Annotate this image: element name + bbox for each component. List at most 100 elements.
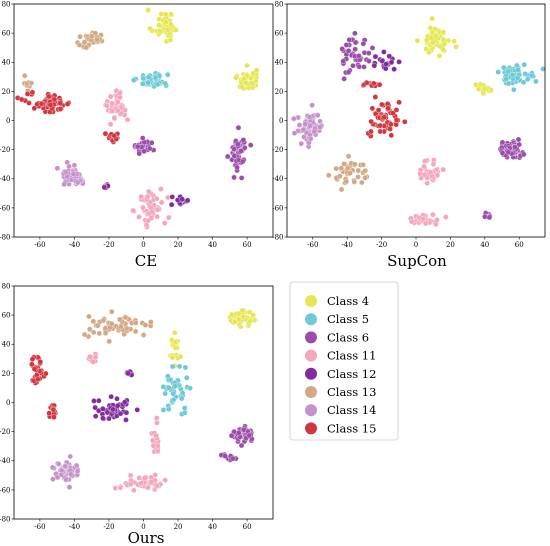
point-class-4 xyxy=(172,345,179,351)
y-tick-label: 80 xyxy=(2,0,11,8)
point-class-14 xyxy=(68,471,74,478)
y-tick-label: 60 xyxy=(275,30,284,38)
point-class-5 xyxy=(160,407,167,413)
point-class-14 xyxy=(73,462,80,469)
point-class-13 xyxy=(345,153,352,160)
point-class-14 xyxy=(296,122,303,128)
y-tick-label: -60 xyxy=(272,204,283,212)
point-class-14 xyxy=(306,114,313,120)
point-class-15 xyxy=(57,100,64,107)
point-class-5 xyxy=(514,75,521,81)
point-class-15 xyxy=(369,105,376,112)
point-class-6 xyxy=(238,175,245,181)
point-class-5 xyxy=(524,76,531,83)
y-tick-label: 40 xyxy=(2,59,11,67)
point-class-11 xyxy=(131,487,137,494)
point-class-13 xyxy=(148,319,154,325)
point-class-11 xyxy=(115,99,121,105)
point-class-11 xyxy=(118,104,125,111)
point-class-4 xyxy=(147,25,153,32)
point-class-14 xyxy=(61,181,67,188)
point-class-14 xyxy=(54,474,61,481)
scatter-points xyxy=(29,307,258,494)
point-class-14 xyxy=(63,476,69,483)
point-class-6 xyxy=(350,62,356,69)
point-class-15 xyxy=(381,114,388,120)
point-class-5 xyxy=(528,72,535,79)
point-class-6 xyxy=(369,45,376,51)
point-class-5 xyxy=(162,390,168,397)
point-class-4 xyxy=(233,74,239,81)
point-class-4 xyxy=(488,87,494,93)
point-class-11 xyxy=(138,193,145,200)
point-class-6 xyxy=(235,430,242,436)
point-class-4 xyxy=(171,330,178,336)
point-class-12 xyxy=(92,413,99,419)
point-class-15 xyxy=(31,366,38,372)
point-class-14 xyxy=(298,140,305,147)
point-class-13 xyxy=(95,322,101,329)
point-class-15 xyxy=(375,107,382,113)
point-class-5 xyxy=(170,397,177,403)
point-class-4 xyxy=(145,7,151,14)
legend-marker xyxy=(305,386,317,398)
point-class-15 xyxy=(50,406,57,413)
point-class-4 xyxy=(414,37,421,44)
x-tick-label: -40 xyxy=(69,523,80,531)
point-class-5 xyxy=(515,67,521,73)
point-class-12 xyxy=(372,53,379,60)
point-class-11 xyxy=(107,121,114,127)
y-tick-label: -60 xyxy=(0,486,11,494)
x-tick-label: 0 xyxy=(141,523,145,531)
point-class-5 xyxy=(169,363,176,370)
point-class-4 xyxy=(231,319,238,325)
point-class-4 xyxy=(475,86,482,92)
point-class-12 xyxy=(100,415,106,421)
point-class-11 xyxy=(422,220,429,227)
point-class-11 xyxy=(146,188,152,195)
point-class-13 xyxy=(352,161,358,168)
point-class-12 xyxy=(91,398,97,404)
point-class-11 xyxy=(107,93,114,100)
point-class-15 xyxy=(393,107,400,113)
point-class-11 xyxy=(154,482,160,489)
x-tick-label: 20 xyxy=(174,241,183,249)
point-class-5 xyxy=(179,390,186,396)
point-class-5 xyxy=(160,384,167,390)
point-class-11 xyxy=(117,484,124,491)
legend: Class 4 Class 5 Class 6 Class 11 Class 12 Cla… xyxy=(289,281,399,441)
point-class-11 xyxy=(153,415,160,421)
point-class-11 xyxy=(427,169,434,176)
point-class-4 xyxy=(428,35,435,42)
point-class-6 xyxy=(224,153,231,160)
point-class-11 xyxy=(430,161,437,167)
point-class-14 xyxy=(309,102,315,108)
y-tick-label: 80 xyxy=(275,0,284,8)
point-class-4 xyxy=(168,11,174,18)
point-class-5 xyxy=(145,79,151,86)
point-class-6 xyxy=(512,144,518,150)
point-class-12 xyxy=(386,53,393,59)
point-class-15 xyxy=(372,94,379,100)
point-class-11 xyxy=(92,354,99,360)
y-tick-label: 0 xyxy=(6,117,10,125)
point-class-11 xyxy=(109,100,115,107)
point-class-11 xyxy=(422,158,429,164)
point-class-13 xyxy=(86,313,92,320)
point-class-15 xyxy=(37,359,44,365)
point-class-5 xyxy=(165,406,172,412)
point-class-5 xyxy=(511,86,517,93)
x-tick-label: 40 xyxy=(208,523,217,531)
point-class-5 xyxy=(505,68,512,75)
point-class-12 xyxy=(179,196,185,202)
point-class-11 xyxy=(158,199,165,206)
point-class-15 xyxy=(57,106,64,112)
point-class-13 xyxy=(355,174,361,180)
point-class-5 xyxy=(500,64,507,71)
point-class-11 xyxy=(104,102,110,109)
y-tick-label: -20 xyxy=(272,146,283,154)
point-class-15 xyxy=(393,117,400,123)
point-class-13 xyxy=(351,179,358,185)
point-class-13 xyxy=(83,44,90,51)
point-class-13 xyxy=(24,80,30,87)
